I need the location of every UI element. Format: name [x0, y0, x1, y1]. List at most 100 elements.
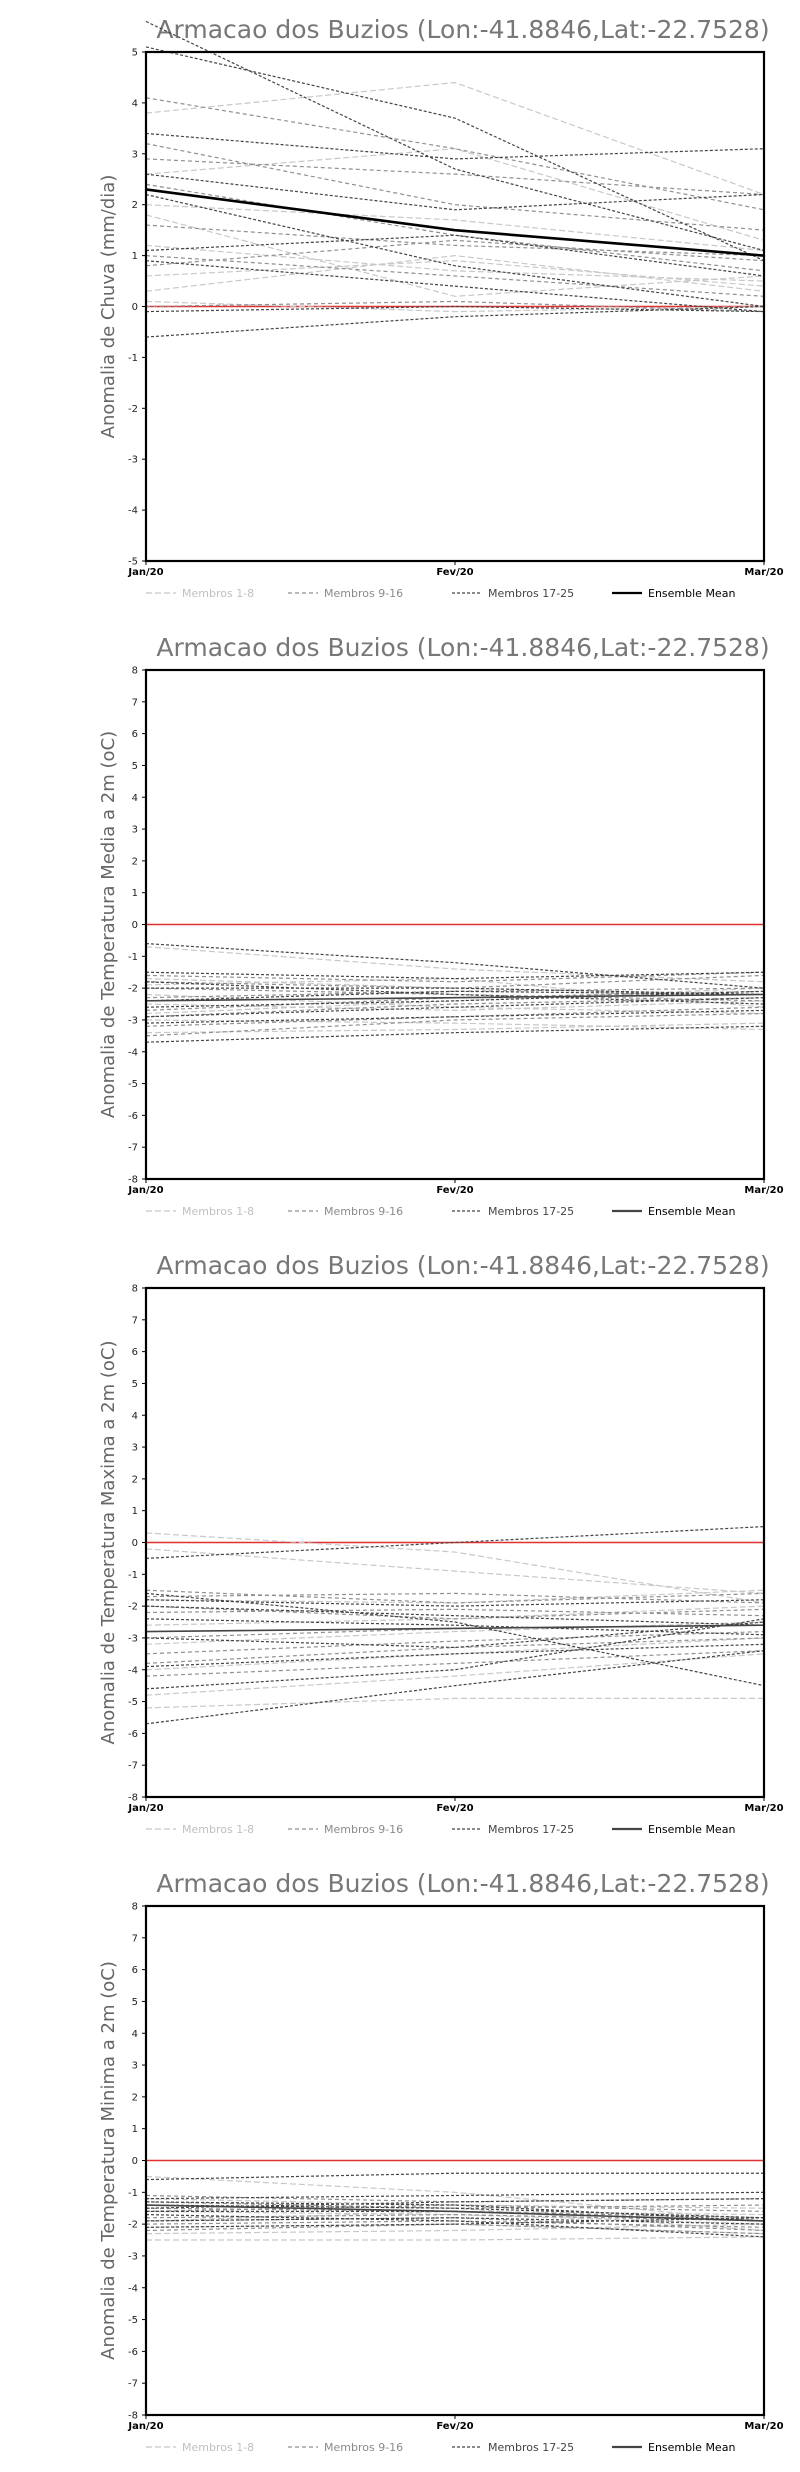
member-line-group-2-8	[145, 2217, 765, 2232]
y-axis-label: Anomalia de Temperatura Minima a 2m (oC)	[98, 1961, 119, 2360]
y-tick-label: -5	[128, 2315, 138, 2326]
y-tick-label: 0	[132, 920, 138, 931]
y-tick-label: 1	[132, 2124, 138, 2135]
member-line-group-2-5	[145, 2201, 765, 2209]
legend-label: Membros 17-25	[488, 587, 574, 600]
y-tick-label: 0	[132, 302, 138, 313]
member-line-group-1-3	[145, 1000, 765, 1011]
member-line-group-1-1	[145, 81, 765, 196]
ensemble-mean-line	[145, 188, 765, 257]
legend-label: Membros 1-8	[182, 1205, 254, 1218]
member-line-group-2-3	[145, 997, 765, 1018]
plot-frame	[144, 1904, 766, 2417]
legend-label: Membros 17-25	[488, 1205, 574, 1218]
member-line-group-2-4	[145, 1630, 765, 1655]
member-line-group-1-6	[145, 1022, 765, 1034]
x-tick-label: Jan/20	[127, 567, 163, 578]
y-tick-label: 6	[132, 1965, 138, 1976]
member-line-group-3-3	[146, 987, 765, 996]
member-line-group-3-6	[145, 2201, 765, 2222]
y-tick-label: 7	[132, 697, 138, 708]
x-tick-label: Jan/20	[127, 2421, 163, 2432]
chart-title: Armacao dos Buzios (Lon:-41.8846,Lat:-22…	[156, 1251, 769, 1280]
y-tick-label: -3	[128, 1633, 138, 1644]
member-line-group-1-1	[145, 1532, 765, 1604]
member-line-group-2-1	[145, 97, 765, 211]
legend-label: Membros 17-25	[488, 2441, 574, 2454]
member-line-group-3-2	[145, 2191, 765, 2200]
plot-frame	[144, 50, 766, 563]
y-tick-label: -3	[128, 1015, 138, 1026]
y-tick-label: -8	[128, 1793, 138, 1804]
x-tick-label: Mar/20	[744, 2421, 783, 2432]
y-tick-label: -4	[128, 506, 138, 517]
chart-title: Armacao dos Buzios (Lon:-41.8846,Lat:-22…	[156, 633, 769, 662]
member-line-group-3-9	[145, 990, 765, 1002]
legend-label: Membros 1-8	[182, 2441, 254, 2454]
member-line-group-2-6	[145, 158, 765, 196]
member-line-group-2-7	[145, 2204, 765, 2212]
x-tick-label: Mar/20	[744, 1185, 783, 1196]
ensemble-mean-line	[145, 2204, 765, 2222]
y-tick-label: 1	[132, 251, 138, 262]
y-tick-label: -1	[128, 353, 138, 364]
ensemble-mean-line	[145, 1624, 765, 1633]
member-line-group-1-3	[145, 1653, 765, 1696]
x-tick-label: Fev/20	[436, 1803, 473, 1814]
member-line-group-3-5	[145, 2217, 765, 2225]
y-axis-label: Anomalia de Temperatura Media a 2m (oC)	[98, 731, 119, 1118]
member-line-group-3-7	[145, 1025, 765, 1043]
member-line-group-1-1	[145, 2175, 765, 2222]
x-tick-label: Fev/20	[436, 567, 473, 578]
legend-label: Membros 9-16	[324, 1205, 403, 1218]
y-tick-label: 7	[132, 1933, 138, 1944]
member-line-group-2-3	[145, 183, 765, 272]
chart-title: Armacao dos Buzios (Lon:-41.8846,Lat:-22…	[156, 15, 769, 44]
member-line-group-1-4	[145, 993, 765, 1015]
member-line-group-1-2	[145, 204, 765, 252]
member-line-group-1-7	[145, 1548, 765, 1594]
y-axis-label: Anomalia de Chuva (mm/dia)	[98, 175, 119, 439]
member-line-group-2-6	[145, 2223, 765, 2235]
y-tick-label: -5	[128, 557, 138, 568]
y-tick-label: -4	[128, 1047, 138, 1058]
member-line-group-3-1	[145, 942, 765, 989]
member-line-group-1-2	[145, 1019, 765, 1031]
member-line-group-2-8	[145, 1637, 765, 1664]
member-line-group-2-7	[145, 224, 765, 257]
member-line-group-1-8	[145, 1637, 765, 1671]
y-tick-label: -2	[128, 984, 138, 995]
member-line-group-3-1	[145, 2172, 764, 2181]
x-tick-label: Jan/20	[127, 1803, 163, 1814]
y-tick-label: -4	[128, 2283, 138, 2294]
y-tick-label: 3	[132, 1443, 138, 1454]
y-tick-label: 8	[132, 666, 138, 677]
x-tick-label: Mar/20	[744, 1803, 783, 1814]
chart-svg: Armacao dos Buzios (Lon:-41.8846,Lat:-22…	[98, 633, 784, 1218]
member-line-group-1-8	[145, 260, 765, 287]
y-tick-label: -3	[128, 455, 138, 466]
ensemble-mean-line	[145, 993, 765, 1002]
y-tick-label: 2	[132, 856, 138, 867]
member-line-group-2-4	[145, 2220, 765, 2228]
y-tick-label: 6	[132, 1347, 138, 1358]
y-tick-label: 4	[132, 2029, 138, 2040]
legend-label: Membros 9-16	[324, 1823, 403, 1836]
member-line-group-1-7	[145, 214, 765, 297]
member-line-group-3-1	[145, 1525, 765, 1560]
member-line-group-3-9	[145, 1599, 765, 1607]
member-line-group-2-6	[145, 1605, 765, 1620]
legend-label: Ensemble Mean	[648, 2441, 735, 2454]
y-tick-label: 4	[132, 793, 138, 804]
y-tick-label: 7	[132, 1315, 138, 1326]
y-tick-label: -5	[128, 1697, 138, 1708]
member-line-group-3-3	[145, 2204, 765, 2219]
y-tick-label: -1	[128, 2188, 138, 2199]
y-tick-label: 2	[132, 200, 138, 211]
member-line-group-3-9	[145, 305, 765, 338]
member-line-group-3-2	[145, 46, 765, 262]
member-line-group-3-7	[145, 2217, 765, 2228]
y-tick-label: 1	[132, 1506, 138, 1517]
y-tick-label: 0	[132, 2156, 138, 2167]
x-tick-label: Fev/20	[436, 2421, 473, 2432]
